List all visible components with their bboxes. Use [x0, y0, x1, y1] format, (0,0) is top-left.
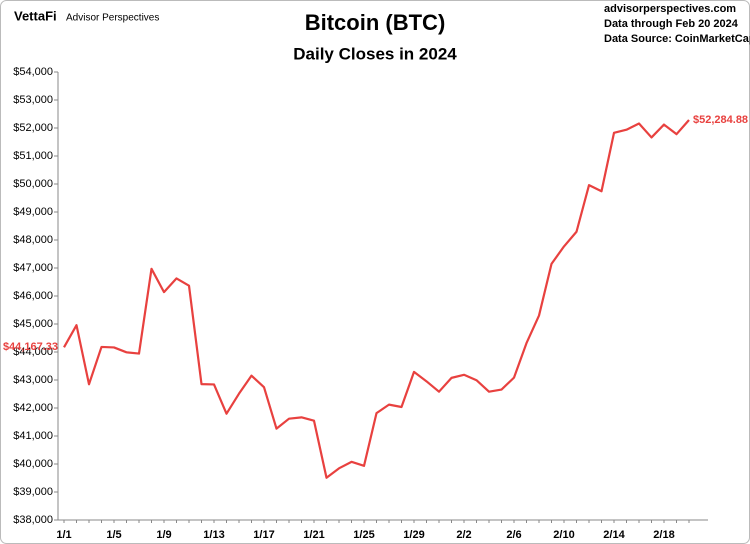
x-tick-label: 1/13	[203, 529, 224, 541]
brand: VettaFi	[14, 8, 57, 23]
x-tick-label: 1/1	[56, 529, 71, 541]
x-tick-label: 2/10	[553, 529, 574, 541]
note: Data Source: CoinMarketCap	[604, 33, 750, 45]
y-tick-label: $47,000	[13, 262, 53, 274]
x-tick-label: 2/2	[456, 529, 471, 541]
chart-title: Bitcoin (BTC)	[305, 10, 446, 35]
y-tick-label: $42,000	[13, 402, 53, 414]
x-tick-label: 1/25	[353, 529, 374, 541]
x-tick-label: 1/5	[106, 529, 121, 541]
x-tick-label: 1/29	[403, 529, 424, 541]
brand-tagline: Advisor Perspectives	[66, 13, 159, 24]
y-tick-label: $51,000	[13, 150, 53, 162]
y-tick-label: $43,000	[13, 374, 53, 386]
y-tick-label: $50,000	[13, 178, 53, 190]
x-tick-label: 1/9	[156, 529, 171, 541]
x-tick-label: 1/21	[303, 529, 324, 541]
x-tick-label: 1/17	[253, 529, 274, 541]
y-tick-label: $39,000	[13, 486, 53, 498]
x-tick-label: 2/14	[603, 529, 625, 541]
value-label: $44,167.33	[3, 341, 58, 353]
value-label: $52,284.88	[693, 114, 748, 126]
line	[63, 119, 690, 479]
y-tick-label: $52,000	[13, 122, 53, 134]
chart-subtitle: Daily Closes in 2024	[293, 44, 457, 63]
y-tick-label: $54,000	[13, 66, 53, 78]
y-tick-label: $49,000	[13, 206, 53, 218]
y-tick-label: $40,000	[13, 458, 53, 470]
note: Data through Feb 20 2024	[604, 18, 739, 30]
y-tick-label: $46,000	[13, 290, 53, 302]
y-tick-label: $44,000	[13, 346, 53, 358]
x-tick-label: 2/18	[653, 529, 674, 541]
y-tick-label: $38,000	[13, 514, 53, 526]
y-tick-label: $41,000	[13, 430, 53, 442]
note: advisorperspectives.com	[604, 3, 736, 15]
y-tick-label: $45,000	[13, 318, 53, 330]
x-tick-label: 2/6	[506, 529, 521, 541]
y-tick-label: $48,000	[13, 234, 53, 246]
y-tick-label: $53,000	[13, 94, 53, 106]
